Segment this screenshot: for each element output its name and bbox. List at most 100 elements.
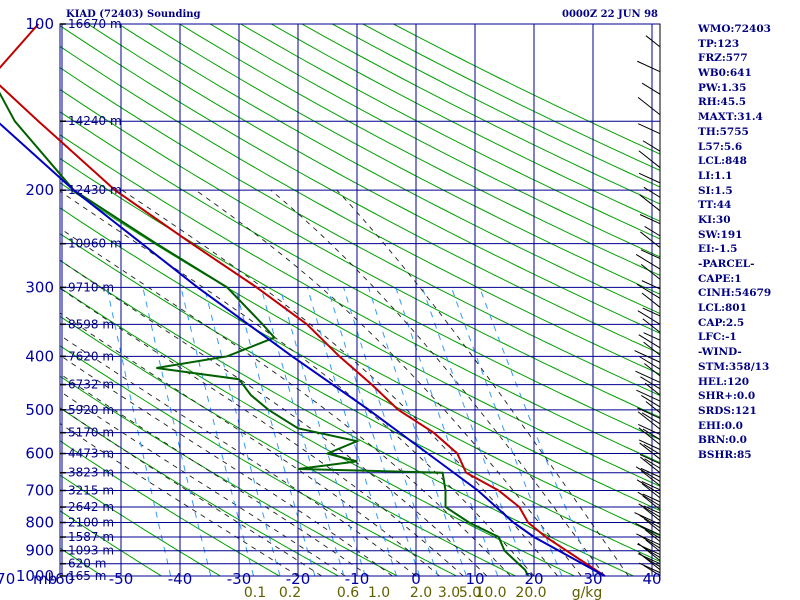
- wind-barb: [639, 442, 661, 460]
- mixing-ratio-label: g/kg: [572, 585, 603, 600]
- mixing-ratio-line: [204, 287, 281, 576]
- wind-barb: [635, 254, 661, 270]
- mixing-ratio-line: [260, 287, 345, 576]
- wind-barb: [644, 226, 661, 237]
- wind-barb: [642, 493, 661, 503]
- index-item: LFC:-1: [698, 331, 737, 344]
- temperature-tick-label: 30: [583, 570, 602, 588]
- height-label: 16670 m: [68, 17, 122, 31]
- wind-barb: [641, 280, 661, 290]
- wind-barb: [639, 454, 661, 465]
- moist-adiabat: [60, 312, 440, 576]
- height-label: 7620 m: [68, 349, 114, 363]
- pressure-tick-label: 900: [25, 542, 54, 560]
- wind-barb: [645, 401, 661, 414]
- temperature-tick-label: -30: [227, 570, 252, 588]
- wind-barb: [645, 539, 661, 552]
- profiles: [0, 23, 606, 577]
- wind-barb: [643, 565, 661, 576]
- wind-barb: [644, 363, 661, 377]
- wind-barb: [637, 310, 661, 325]
- pressure-unit-label: mb: [33, 570, 57, 588]
- wind-barb: [638, 503, 661, 518]
- wind-barb: [645, 35, 661, 48]
- wind-barb: [638, 150, 661, 168]
- wind-barb: [636, 479, 661, 495]
- index-item: CAPE:1: [698, 272, 742, 285]
- wind-barb: [637, 491, 661, 507]
- wind-barb: [640, 249, 661, 259]
- index-item: KI:30: [698, 213, 731, 226]
- wind-barb: [643, 332, 661, 341]
- wind-barb: [638, 562, 661, 574]
- moist-adiabat: [60, 407, 322, 576]
- height-label: 12430 m: [68, 183, 122, 197]
- height-label: 5920 m: [68, 403, 114, 417]
- temperature-tick-label: 0: [411, 570, 421, 588]
- wind-barb: [643, 443, 661, 455]
- mixing-ratio-label: 0.1: [244, 585, 266, 600]
- index-item: SRDS:121: [698, 404, 757, 417]
- wind-barb: [640, 470, 661, 487]
- wind-barb: [636, 283, 661, 299]
- wind-barb: [640, 467, 661, 478]
- index-item: -WIND-: [698, 346, 742, 359]
- mixing-ratio-line: [234, 287, 316, 576]
- pressure-tick-label: 300: [25, 278, 54, 296]
- index-item: SHR+:0.0: [698, 390, 756, 403]
- wind-barb: [639, 194, 661, 212]
- index-item: SW:191: [698, 228, 743, 241]
- wind-barb: [644, 529, 661, 542]
- temperature-tick-label: 10: [465, 570, 484, 588]
- wind-barb: [634, 350, 661, 363]
- mixing-ratio-label: 0.2: [279, 585, 301, 600]
- height-label: 1093 m: [68, 544, 114, 558]
- height-label: 2642 m: [68, 500, 114, 514]
- pressure-tick-label: 800: [25, 514, 54, 532]
- pressure-tick-label: 1000: [16, 567, 54, 585]
- index-item: WMO:72403: [698, 23, 771, 35]
- wind-barb: [637, 60, 661, 73]
- index-item: LCL:801: [698, 302, 747, 315]
- temperature-tick-label: -60: [50, 570, 75, 588]
- wind-barb: [643, 505, 661, 514]
- index-item: FRZ:577: [698, 52, 748, 65]
- pressure-tick-label: 400: [25, 347, 54, 365]
- wind-barb: [640, 395, 661, 408]
- wind-barb: [643, 186, 661, 198]
- moist-adiabat: [60, 390, 346, 576]
- wind-barb: [640, 263, 661, 280]
- index-item: L57:5.6: [698, 140, 743, 153]
- mixing-ratio-label: 10.0: [475, 585, 506, 600]
- wind-barb: [635, 370, 661, 383]
- index-item: EHI:0.0: [698, 419, 743, 432]
- wind-barb: [639, 214, 661, 225]
- wind-barb: [640, 376, 661, 390]
- index-item: WB0:641: [698, 67, 752, 80]
- mixing-ratio-label: 3.0: [438, 585, 460, 600]
- height-label: 2100 m: [68, 516, 114, 530]
- wind-barb: [642, 307, 661, 317]
- index-item: BRN:0.0: [698, 434, 747, 447]
- wind-barb: [642, 140, 661, 152]
- wind-barb: [641, 483, 661, 499]
- wind-barb: [635, 466, 661, 482]
- wind-barb: [636, 533, 661, 546]
- moist-adiabat: [60, 259, 488, 576]
- wind-barb: [640, 456, 661, 474]
- pressure-tick-label: 600: [25, 445, 54, 463]
- pressure-tick-label: 500: [25, 401, 54, 419]
- index-item: STM:358/13: [698, 360, 770, 373]
- wind-barb: [637, 542, 661, 562]
- moist-adiabat: [60, 422, 299, 576]
- pressure-tick-label: 100: [25, 15, 54, 33]
- index-item: HEL:120: [698, 375, 750, 388]
- wind-barb: [637, 123, 661, 135]
- index-item: TH:5755: [698, 125, 749, 138]
- height-label: 3823 m: [68, 466, 114, 480]
- wind-barb: [641, 292, 661, 308]
- wind-barb: [635, 523, 661, 536]
- wind-barb: [640, 231, 661, 248]
- wind-barb: [634, 512, 661, 525]
- wind-barb: [639, 356, 661, 370]
